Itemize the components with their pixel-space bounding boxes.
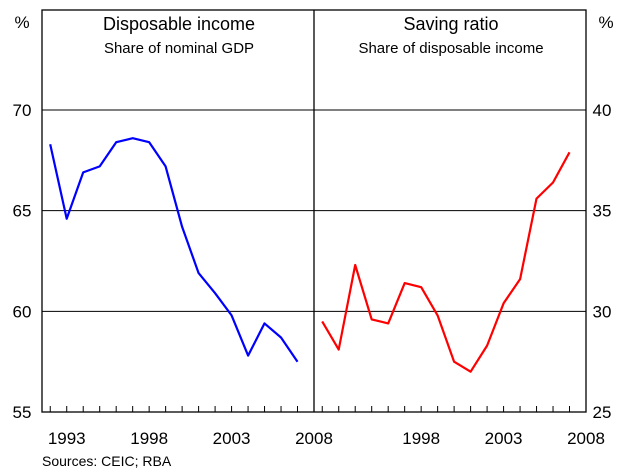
y-tick-label: 25 [593,403,612,422]
x-tick-label: 2008 [295,429,333,448]
tick-labels: 70 65 60 55 1993 1998 2003 2008 40 35 30 25 1998 2003… [13,101,612,448]
y-axis-unit-right: % [598,13,613,32]
x-tick-label: 1998 [130,429,168,448]
plot-frame [41,9,587,413]
y-tick-label: 35 [593,202,612,221]
y-tick-label: 55 [13,403,32,422]
panel-subtitle-disposable-income: Share of nominal GDP [104,40,254,57]
y-tick-label: 30 [593,302,612,321]
series-line-disposable-income [49,137,299,363]
y-tick-label: 65 [13,202,32,221]
sources-note: Sources: CEIC; RBA [42,453,172,469]
y-tick-label: 70 [13,101,32,120]
y-tick-label: 60 [13,302,32,321]
panel-title-saving-ratio: Saving ratio [403,14,498,34]
panel-title-disposable-income: Disposable income [103,14,255,34]
x-tick-label: 2003 [485,429,523,448]
x-tick-label: 2008 [567,429,605,448]
x-tick-label: 1998 [402,429,440,448]
series-line-saving-ratio [321,151,571,373]
series-lines [49,137,571,373]
panel-subtitle-saving-ratio: Share of disposable income [358,40,543,57]
x-tick-label: 2003 [213,429,251,448]
x-tick-label: 1993 [48,429,86,448]
y-tick-label: 40 [593,101,612,120]
y-axis-unit-left: % [14,13,29,32]
